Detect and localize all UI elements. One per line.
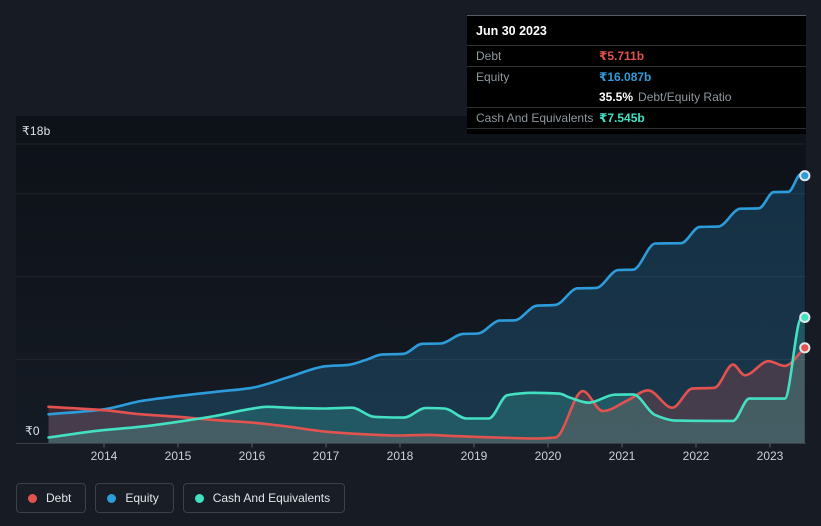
chart-tooltip: Jun 30 2023 Debt ₹5.711b Equity ₹16.087b…	[467, 15, 806, 134]
tooltip-date: Jun 30 2023	[467, 16, 806, 46]
cash-endpoint-dot[interactable]	[799, 311, 811, 323]
legend-label: Cash And Equivalents	[212, 491, 331, 505]
tooltip-equity-label: Equity	[476, 70, 510, 84]
equity-line	[47, 172, 807, 416]
x-axis-label-2023: 2023	[756, 449, 784, 463]
x-axis-label-2022: 2022	[682, 449, 710, 463]
x-axis-ticks	[103, 443, 771, 448]
legend-item-cash[interactable]: Cash And Equivalents	[182, 483, 346, 513]
equity-area	[48, 173, 805, 443]
legend-item-debt[interactable]: Debt	[16, 483, 87, 513]
tooltip-debt-label: Debt	[476, 49, 502, 63]
x-axis-label-2017: 2017	[312, 449, 340, 463]
tooltip-cash-value: ₹7.545b	[599, 111, 645, 125]
equity-endpoint-dot[interactable]	[799, 170, 811, 182]
x-axis-label-2021: 2021	[608, 449, 636, 463]
tooltip-cash-label: Cash And Equivalents	[476, 111, 594, 125]
debt-area	[48, 347, 805, 443]
cash-line	[47, 316, 807, 439]
y-axis-label-max: ₹18b	[22, 124, 51, 138]
y-gridlines	[16, 143, 806, 361]
tooltip-ratio-label: Debt/Equity Ratio	[638, 90, 732, 104]
x-axis-label-2020: 2020	[534, 449, 562, 463]
x-axis-label-2018: 2018	[386, 449, 414, 463]
debt-endpoint-dot[interactable]	[799, 342, 811, 354]
legend-label: Equity	[125, 491, 159, 505]
tooltip-row-cash: Cash And Equivalents ₹7.545b	[467, 108, 806, 129]
equity-legend-dot-icon	[107, 493, 117, 503]
legend-item-equity[interactable]: Equity	[95, 483, 174, 513]
plot-background	[16, 116, 806, 443]
legend-label: Debt	[46, 491, 72, 505]
debt-legend-dot-icon	[28, 493, 37, 503]
tooltip-equity-value: ₹16.087b	[599, 70, 652, 84]
x-axis-label-2015: 2015	[164, 449, 192, 463]
tooltip-debt-value: ₹5.711b	[599, 49, 645, 63]
tooltip-row-equity: Equity ₹16.087b	[467, 67, 806, 87]
debt-line	[47, 346, 807, 440]
tooltip-row-ratio: 35.5% Debt/Equity Ratio	[467, 87, 806, 108]
x-axis-label-2019: 2019	[460, 449, 488, 463]
tooltip-ratio-pct: 35.5%	[599, 90, 634, 104]
cash-legend-dot-icon	[194, 493, 204, 503]
x-axis-label-2014: 2014	[90, 449, 118, 463]
tooltip-row-debt: Debt ₹5.711b	[467, 46, 806, 67]
x-axis-label-2016: 2016	[238, 449, 266, 463]
chart-legend: Debt Equity Cash And Equivalents	[16, 483, 346, 513]
y-axis-label-zero: ₹0	[25, 424, 40, 438]
